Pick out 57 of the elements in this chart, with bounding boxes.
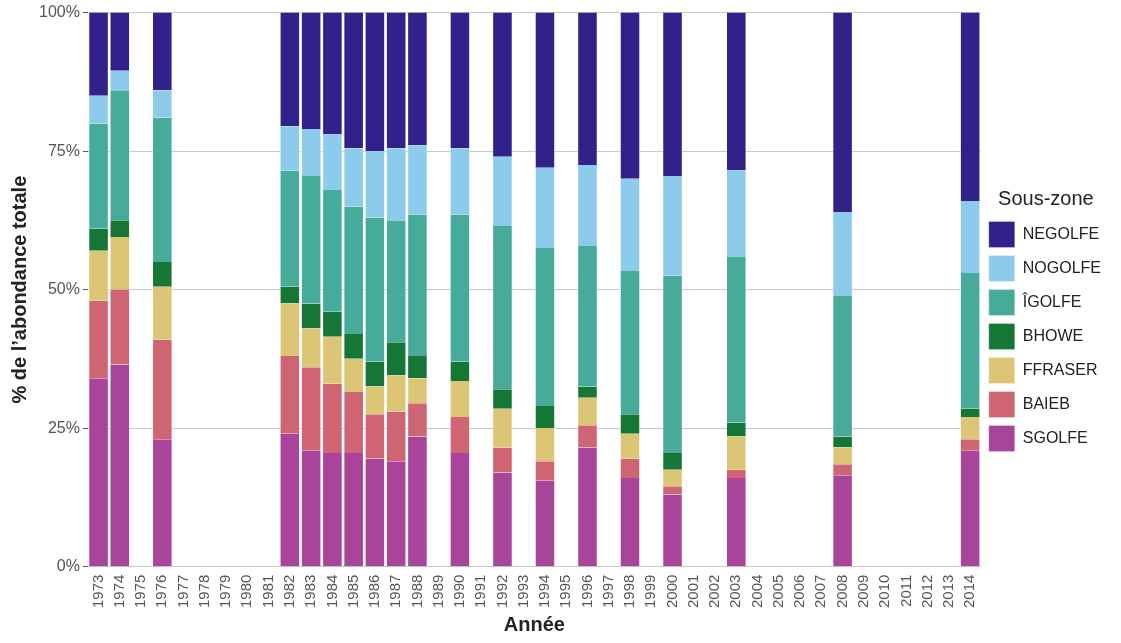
x-tick-label: 1990	[450, 574, 468, 609]
x-tick-label: 1997	[598, 574, 616, 609]
y-tick-label: 100%	[39, 3, 80, 21]
x-tick-label: 1976	[152, 574, 170, 609]
x-tick-label: 1977	[173, 574, 191, 609]
y-axis-title: % de l’abondance totale	[7, 175, 30, 404]
x-tick-label: 1992	[492, 574, 510, 609]
x-tick-label: 1996	[577, 574, 595, 609]
x-tick-label: 1980	[237, 574, 255, 609]
x-tick-label: 2013	[939, 574, 957, 609]
x-tick-label: 2010	[875, 574, 893, 609]
x-tick-label: 1987	[386, 574, 404, 609]
x-tick-label: 1973	[88, 574, 106, 609]
x-tick-label: 2002	[705, 574, 723, 609]
legend-label: BAIEB	[1022, 394, 1070, 412]
legend-title: Sous-zone	[998, 187, 1094, 210]
x-tick-label: 1975	[131, 574, 149, 609]
x-tick-label: 1999	[641, 574, 659, 609]
x-tick-label: 1993	[513, 574, 531, 609]
x-tick-label: 1986	[365, 574, 383, 609]
x-tick-label: 2014	[960, 574, 978, 609]
x-tick-label: 2001	[683, 574, 701, 609]
x-tick-label: 2007	[811, 574, 829, 609]
legend-label: SGOLFE	[1022, 428, 1088, 446]
x-tick-label: 2009	[853, 574, 871, 609]
x-tick-label: 2011	[896, 574, 914, 607]
x-tick-label: 1974	[109, 574, 127, 609]
x-tick-label: 1995	[556, 574, 574, 609]
x-tick-label: 1978	[194, 574, 212, 609]
x-tick-label: 2004	[747, 574, 765, 609]
x-tick-label: 1994	[535, 574, 553, 609]
x-tick-label: 1983	[301, 574, 319, 609]
y-tick-label: 0%	[56, 557, 80, 575]
x-tick-label: 2006	[790, 574, 808, 609]
legend-label: BHOWE	[1022, 326, 1084, 344]
legend-label: NOGOLFE	[1022, 258, 1101, 276]
x-tick-label: 2005	[768, 574, 786, 609]
y-tick-label: 50%	[47, 280, 80, 298]
x-tick-label: 2008	[832, 574, 850, 609]
y-tick-label: 25%	[47, 418, 80, 436]
x-tick-label: 1988	[407, 574, 425, 609]
x-tick-label: 1985	[343, 574, 361, 609]
x-tick-label: 2000	[662, 574, 680, 609]
x-tick-label: 2012	[917, 574, 935, 609]
x-tick-label: 1984	[322, 574, 340, 609]
y-tick-label: 75%	[47, 141, 80, 159]
x-axis-title: Année	[503, 612, 565, 635]
legend-label: ÎGOLFE	[1021, 291, 1082, 310]
x-tick-label: 1979	[216, 574, 234, 609]
x-tick-label: 2003	[726, 574, 744, 609]
legend-label: NEGOLFE	[1022, 224, 1100, 242]
x-tick-label: 1981	[258, 574, 276, 609]
x-tick-label: 1991	[471, 574, 489, 609]
x-tick-label: 1989	[428, 574, 446, 609]
x-tick-label: 1982	[280, 574, 298, 609]
legend-label: FFRASER	[1022, 360, 1098, 378]
x-tick-label: 1998	[620, 574, 638, 609]
